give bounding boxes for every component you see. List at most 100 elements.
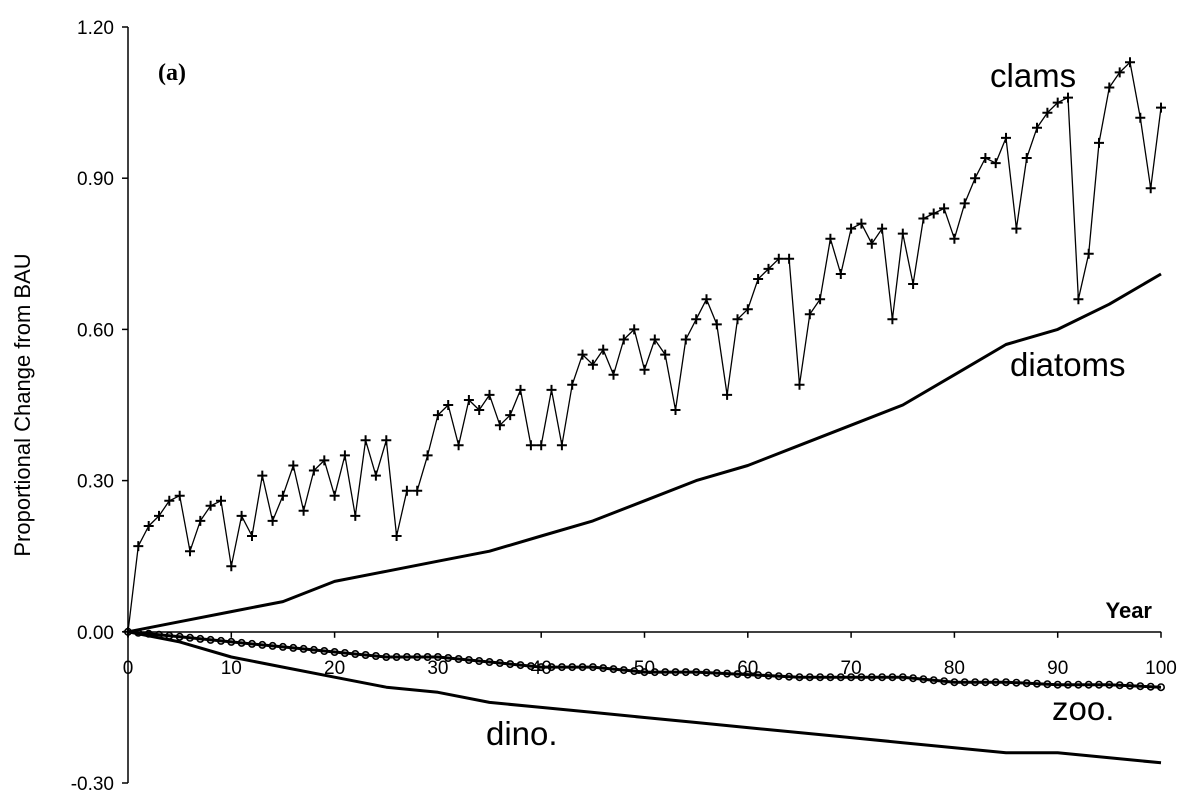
data-point-clams bbox=[339, 450, 350, 461]
data-point-clams bbox=[959, 198, 970, 209]
data-point-clams bbox=[804, 309, 815, 320]
data-point-zoo bbox=[206, 635, 215, 644]
data-point-zoo bbox=[361, 650, 370, 659]
data-point-zoo bbox=[1105, 680, 1114, 689]
data-point-clams bbox=[195, 515, 206, 526]
data-point-clams bbox=[401, 485, 412, 496]
data-point-clams bbox=[288, 460, 299, 471]
data-point-clams bbox=[1104, 82, 1115, 93]
data-point-zoo bbox=[909, 674, 918, 683]
data-point-zoo bbox=[320, 646, 329, 655]
data-point-clams bbox=[732, 314, 743, 325]
series-label-clams: clams bbox=[990, 57, 1076, 94]
data-point-zoo bbox=[371, 651, 380, 660]
x-tick-label: 20 bbox=[324, 658, 345, 679]
data-point-clams bbox=[226, 561, 237, 572]
data-point-clams bbox=[939, 203, 950, 214]
data-point-clams bbox=[319, 455, 330, 466]
data-point-zoo bbox=[702, 668, 711, 677]
data-point-clams bbox=[701, 294, 712, 305]
y-tick-label: 1.20 bbox=[77, 18, 114, 39]
data-point-zoo bbox=[981, 678, 990, 687]
data-point-clams bbox=[670, 405, 681, 415]
data-point-clams bbox=[257, 470, 268, 481]
data-point-zoo bbox=[402, 652, 411, 661]
series-label-dino: dino. bbox=[486, 715, 558, 752]
series-line-dino bbox=[127, 630, 1162, 765]
data-point-zoo bbox=[278, 642, 287, 651]
data-point-clams bbox=[1135, 112, 1146, 123]
data-point-zoo bbox=[867, 673, 876, 682]
data-point-zoo bbox=[526, 662, 535, 671]
y-tick-label: 0.00 bbox=[77, 623, 114, 644]
data-point-zoo bbox=[516, 661, 525, 670]
data-point-clams bbox=[680, 334, 691, 345]
data-point-zoo bbox=[351, 649, 360, 658]
axes: -0.300.000.300.600.901.20 0 10 20 30 40 50 60 7… bbox=[71, 18, 1177, 794]
data-point-zoo bbox=[330, 647, 339, 656]
y-tick-label: -0.30 bbox=[71, 774, 114, 794]
data-point-clams bbox=[515, 384, 526, 395]
data-point-zoo bbox=[485, 657, 494, 666]
data-point-zoo bbox=[754, 671, 763, 680]
data-point-zoo bbox=[940, 677, 949, 686]
data-point-zoo bbox=[227, 637, 236, 646]
data-point-zoo bbox=[878, 673, 887, 682]
data-point-zoo bbox=[712, 669, 721, 678]
data-point-zoo bbox=[1074, 680, 1083, 689]
x-tick-label: 90 bbox=[1047, 658, 1068, 679]
data-point-zoo bbox=[475, 656, 484, 665]
data-point-clams bbox=[432, 410, 443, 421]
data-point-zoo bbox=[537, 663, 546, 672]
data-point-clams bbox=[1052, 97, 1063, 108]
data-point-zoo bbox=[1053, 680, 1062, 689]
data-point-clams bbox=[494, 420, 505, 431]
data-point-clams bbox=[277, 490, 288, 501]
data-point-clams bbox=[185, 546, 195, 557]
data-point-clams bbox=[1063, 92, 1073, 103]
data-point-zoo bbox=[568, 663, 577, 672]
data-point-clams bbox=[308, 465, 319, 476]
data-point-zoo bbox=[186, 633, 195, 642]
data-point-clams bbox=[463, 395, 474, 405]
series-line-diatoms bbox=[127, 272, 1162, 634]
data-point-zoo bbox=[1043, 680, 1052, 689]
data-point-clams bbox=[1073, 294, 1084, 305]
data-point-clams bbox=[949, 233, 960, 244]
data-point-clams bbox=[546, 384, 557, 395]
data-point-zoo bbox=[991, 678, 1000, 687]
data-point-clams bbox=[350, 510, 361, 521]
data-point-clams bbox=[753, 274, 764, 284]
data-point-zoo bbox=[1022, 679, 1031, 688]
data-point-clams bbox=[618, 334, 629, 345]
data-point-zoo bbox=[888, 673, 897, 682]
data-point-clams bbox=[1032, 122, 1042, 133]
data-point-clams bbox=[391, 531, 402, 541]
data-point-clams bbox=[660, 349, 671, 360]
data-point-zoo bbox=[268, 641, 277, 650]
data-point-zoo bbox=[340, 648, 349, 657]
data-point-zoo bbox=[1157, 683, 1166, 692]
data-point-clams bbox=[856, 218, 867, 229]
data-point-zoo bbox=[1012, 678, 1021, 687]
data-point-clams bbox=[1083, 248, 1094, 259]
series-label-zoo: zoo. bbox=[1052, 690, 1114, 727]
data-point-clams bbox=[174, 490, 185, 501]
y-tick-label: 0.60 bbox=[77, 320, 114, 341]
data-point-clams bbox=[1042, 107, 1053, 118]
data-point-clams bbox=[556, 440, 567, 451]
data-point-clams bbox=[536, 440, 547, 451]
y-axis-title: Proportional Change from BAU bbox=[10, 253, 35, 556]
data-point-clams bbox=[908, 279, 919, 289]
data-point-clams bbox=[825, 233, 836, 244]
data-point-zoo bbox=[382, 652, 391, 661]
data-point-zoo bbox=[1126, 681, 1135, 690]
data-point-clams bbox=[381, 435, 392, 446]
data-point-clams bbox=[1114, 67, 1125, 78]
data-point-zoo bbox=[217, 636, 226, 645]
data-point-zoo bbox=[826, 673, 835, 682]
data-point-zoo bbox=[299, 644, 308, 653]
data-point-zoo bbox=[960, 678, 969, 687]
data-point-clams bbox=[360, 435, 371, 446]
